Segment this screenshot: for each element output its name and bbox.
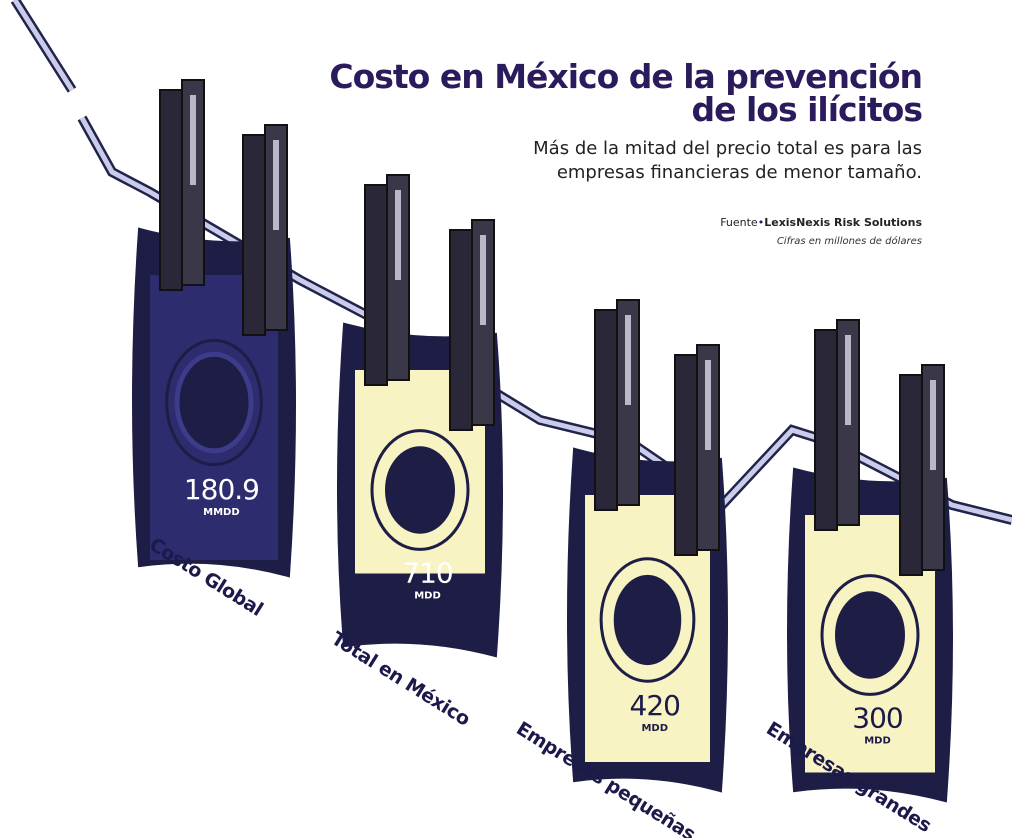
source: Fuente•LexisNexis Risk Solutions: [720, 216, 922, 229]
clothespin: [242, 134, 266, 336]
clothespin: [674, 354, 698, 556]
clothespin-slit: [705, 360, 711, 450]
clothespin-slit: [190, 95, 196, 185]
value: 420: [630, 689, 680, 722]
value: 300: [852, 701, 902, 734]
clothespin: [594, 309, 618, 511]
source-label: Fuente: [720, 216, 758, 229]
title: de los ilícitos: [691, 90, 922, 129]
bill-seal-ring: [370, 429, 470, 551]
title: Costo en México de la prevención: [329, 57, 922, 96]
subtitle: empresas financieras de menor tamaño.: [557, 162, 922, 183]
clothespin: [364, 184, 388, 386]
clothespin-slit: [480, 235, 486, 325]
bill-seal: [380, 441, 460, 539]
unit: MDD: [414, 590, 441, 601]
bill-seal-ring: [165, 338, 263, 467]
bill-seal: [174, 351, 254, 454]
clothespin: [449, 229, 473, 431]
clothespin-slit: [273, 140, 279, 230]
bill-seal: [608, 569, 687, 671]
value: 180.9: [184, 473, 259, 506]
unit: MMDD: [203, 507, 240, 518]
unit: MDD: [864, 735, 891, 746]
bill-seal-ring: [599, 557, 696, 683]
clothespin: [814, 329, 838, 531]
source-name: LexisNexis Risk Solutions: [764, 216, 922, 229]
clothespin-slit: [625, 315, 631, 405]
clothespin: [159, 89, 183, 291]
bill-seal-ring: [820, 574, 920, 696]
subtitle: Más de la mitad del precio total es para…: [533, 138, 922, 159]
value: 710: [402, 556, 452, 589]
note: Cifras en millones de dólares: [777, 235, 922, 247]
clothespin-slit: [845, 335, 851, 425]
clothespin-slit: [930, 380, 936, 470]
unit: MDD: [641, 723, 668, 734]
bill-seal: [830, 586, 910, 684]
clothespin: [899, 374, 923, 576]
clothespin-slit: [395, 190, 401, 280]
